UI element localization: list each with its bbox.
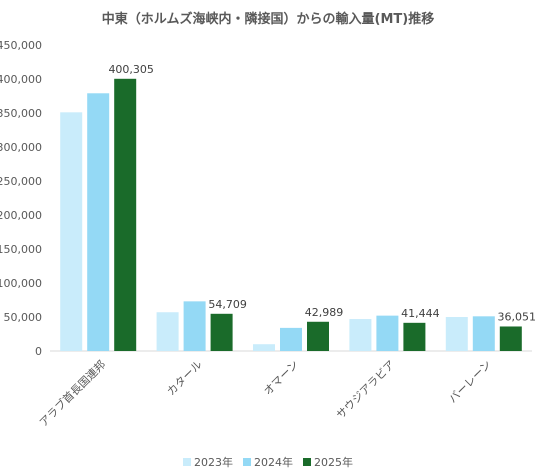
legend-swatch-2025 (303, 458, 311, 466)
bar-2025年-4 (499, 326, 522, 351)
legend: 2023年 2024年 2025年 (0, 454, 536, 470)
legend-item-2025: 2025年 (303, 454, 353, 470)
bar-2023年-3 (349, 319, 372, 351)
data-label: 42,989 (305, 306, 344, 319)
category-label: アラブ首長国連邦 (36, 357, 108, 429)
legend-label-2024: 2024年 (254, 456, 293, 469)
legend-item-2024: 2024年 (243, 454, 293, 470)
y-tick-label: 450,000 (0, 39, 42, 52)
category-label: オマーン (261, 358, 301, 398)
bar-2023年-4 (445, 317, 468, 351)
bar-2023年-1 (156, 312, 179, 351)
bar-2025年-3 (403, 322, 426, 351)
bar-2024年-3 (376, 315, 399, 351)
category-label: サウジアラビア (334, 358, 398, 422)
legend-label-2023: 2023年 (194, 456, 233, 469)
y-tick-label: 250,000 (0, 175, 42, 188)
y-tick-label: 0 (35, 345, 42, 358)
category-label: カタール (164, 358, 204, 398)
bar-2025年-1 (210, 313, 233, 351)
bar-2023年-0 (60, 112, 83, 351)
y-tick-label: 400,000 (0, 73, 42, 86)
bar-2025年-2 (307, 321, 329, 351)
bar-2024年-2 (280, 327, 302, 351)
y-tick-label: 50,000 (4, 311, 43, 324)
y-tick-label: 350,000 (0, 107, 42, 120)
data-label: 41,444 (401, 307, 440, 320)
y-tick-label: 150,000 (0, 243, 42, 256)
legend-swatch-2024 (243, 458, 251, 466)
y-tick-label: 300,000 (0, 141, 42, 154)
data-label: 54,709 (208, 298, 247, 311)
data-label: 400,305 (108, 63, 154, 76)
legend-swatch-2023 (183, 458, 191, 466)
data-label: 36,051 (498, 310, 536, 323)
y-tick-label: 100,000 (0, 277, 42, 290)
bar-2023年-2 (253, 344, 275, 351)
category-label: バーレーン (446, 358, 494, 406)
bar-2024年-1 (183, 301, 206, 351)
bar-2025年-0 (114, 78, 137, 351)
chart-title: 中東（ホルムズ海峡内・隣接国）からの輸入量(MT)推移 (101, 12, 435, 27)
legend-label-2025: 2025年 (314, 456, 353, 469)
legend-item-2023: 2023年 (183, 454, 233, 470)
bar-2024年-4 (472, 316, 495, 351)
y-tick-label: 200,000 (0, 209, 42, 222)
bar-2024年-0 (87, 93, 110, 351)
